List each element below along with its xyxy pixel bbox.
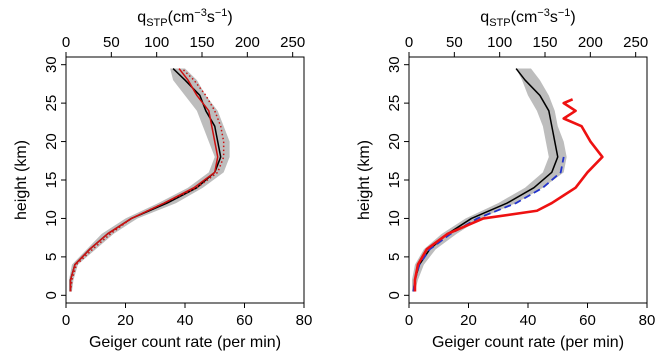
x-tick-label: 20	[117, 312, 134, 329]
y-tick-label: 5	[386, 253, 403, 261]
y-tick-label: 30	[386, 56, 403, 73]
top-tick-label: 0	[405, 34, 413, 51]
x-tick-label: 40	[520, 312, 537, 329]
top-tick-label: 50	[103, 34, 120, 51]
top-tick-label: 50	[446, 34, 463, 51]
y-tick-label: 10	[386, 210, 403, 227]
left-panel: 0 20 40 60 80 0 50 100 150 200 250 0 5 10 15 20 25 30 Geig…	[13, 7, 312, 351]
x-axis-label: Geiger count rate (per min)	[432, 334, 624, 351]
x-tick-label: 80	[639, 312, 656, 329]
uncertainty-band	[411, 68, 567, 292]
y-tick-label: 0	[43, 291, 60, 299]
top-tick-label: 200	[235, 34, 260, 51]
x-tick-label: 40	[177, 312, 194, 329]
top-tick-label: 250	[280, 34, 305, 51]
x-tick-label: 80	[296, 312, 313, 329]
y-tick-label: 15	[386, 172, 403, 189]
series-line-2	[413, 98, 604, 292]
x-tick-label: 60	[236, 312, 253, 329]
y-tick-label: 20	[386, 133, 403, 150]
x-tick-label: 0	[62, 312, 70, 329]
top-tick-label: 150	[532, 34, 557, 51]
series-line-2	[69, 67, 225, 292]
top-tick-label: 100	[144, 34, 169, 51]
y-tick-label: 10	[43, 210, 60, 227]
y-tick-label: 25	[43, 95, 60, 112]
y-tick-label: 20	[43, 133, 60, 150]
right-panel: 0 20 40 60 80 0 50 100 150 200 250 0 5 10 15 20 25 30 Geig…	[356, 7, 655, 351]
top-tick-label: 100	[487, 34, 512, 51]
series-line-1	[412, 156, 565, 292]
x-tick-label: 0	[405, 312, 413, 329]
y-axis-label: height (km)	[356, 140, 373, 220]
x-axis-label: Geiger count rate (per min)	[89, 334, 281, 351]
top-axis-label: qSTP(cm−3s−1)	[137, 7, 232, 29]
x-tick-label: 20	[460, 312, 477, 329]
y-tick-label: 25	[386, 95, 403, 112]
x-tick-label: 60	[579, 312, 596, 329]
series-line-1	[69, 68, 219, 292]
y-tick-label: 5	[43, 253, 60, 261]
y-tick-label: 0	[386, 291, 403, 299]
y-tick-label: 30	[43, 56, 60, 73]
uncertainty-band	[68, 68, 230, 292]
top-tick-label: 200	[578, 34, 603, 51]
top-tick-label: 250	[623, 34, 648, 51]
top-tick-label: 150	[189, 34, 214, 51]
top-tick-label: 0	[62, 34, 70, 51]
y-axis-label: height (km)	[13, 140, 30, 220]
top-axis-label: qSTP(cm−3s−1)	[480, 7, 575, 29]
y-tick-label: 15	[43, 172, 60, 189]
